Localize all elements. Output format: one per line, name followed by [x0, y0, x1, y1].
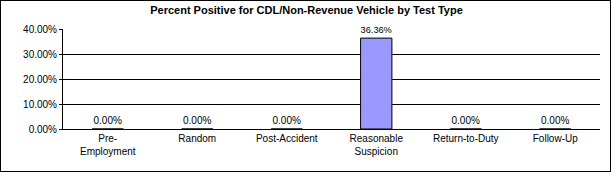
svg-text:Follow-Up: Follow-Up [533, 133, 578, 144]
svg-text:0.00%: 0.00% [183, 115, 211, 126]
svg-text:ReasonableSuspicion: ReasonableSuspicion [350, 133, 404, 157]
svg-text:Pre-Employment: Pre-Employment [80, 133, 136, 157]
svg-text:0.00%: 0.00% [273, 115, 301, 126]
svg-text:Random: Random [178, 133, 216, 144]
svg-text:20.00%: 20.00% [23, 74, 57, 85]
svg-text:10.00%: 10.00% [23, 99, 57, 110]
svg-text:30.00%: 30.00% [23, 49, 57, 60]
svg-text:0.00%: 0.00% [94, 115, 122, 126]
svg-text:Post-Accident: Post-Accident [256, 133, 318, 144]
svg-text:40.00%: 40.00% [23, 24, 57, 35]
svg-text:Return-to-Duty: Return-to-Duty [433, 133, 499, 144]
svg-text:Percent Positive for CDL/Non-R: Percent Positive for CDL/Non-Revenue Veh… [150, 4, 463, 16]
svg-text:0.00%: 0.00% [452, 115, 480, 126]
svg-text:0.00%: 0.00% [541, 115, 569, 126]
svg-text:36.36%: 36.36% [361, 25, 392, 35]
svg-text:0.00%: 0.00% [29, 124, 57, 135]
